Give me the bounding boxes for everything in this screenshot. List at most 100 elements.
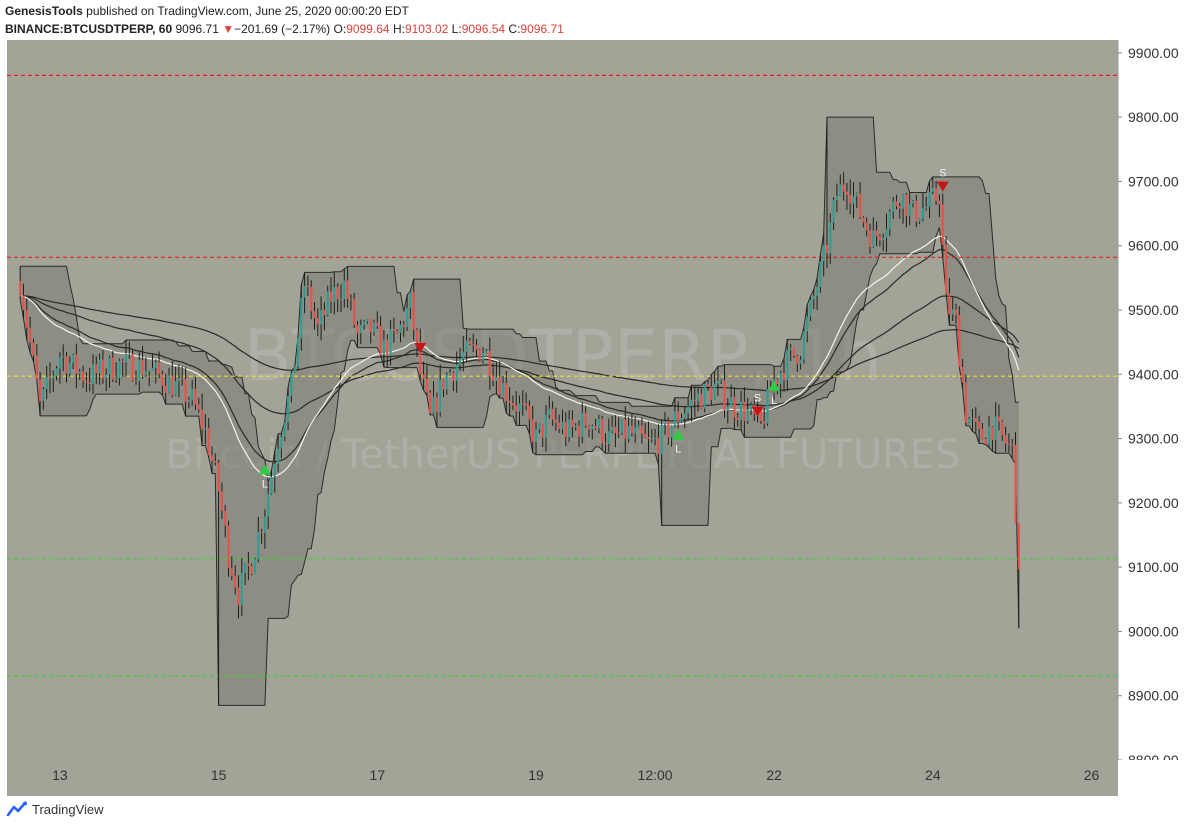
high-value: 9103.02 <box>404 22 449 36</box>
candle-body <box>918 219 921 222</box>
candle-body <box>95 364 98 374</box>
chart-header: GenesisTools published on TradingView.co… <box>0 0 1200 40</box>
tradingview-logo[interactable]: TradingView <box>6 801 104 817</box>
moving-averages <box>20 235 1020 478</box>
candle-body <box>1014 444 1017 524</box>
price-tick-label: 9400.00 <box>1128 366 1179 382</box>
price-tick-label: 8900.00 <box>1128 688 1179 704</box>
candle-body <box>955 309 958 316</box>
candle-body <box>168 375 171 393</box>
candle-body <box>187 400 190 402</box>
price-change: −201.69 (−2.17%) <box>234 22 331 36</box>
candle-body <box>806 316 809 332</box>
candle-body <box>544 415 547 438</box>
time-tick-label: 12:00 <box>638 767 673 783</box>
short-signal-icon <box>751 406 764 417</box>
candle-body <box>508 400 511 403</box>
price-chart[interactable]: BTCUSDTPERP, 1h Bitcoin / TetherUS PERPE… <box>0 0 1200 796</box>
candle-body <box>462 351 465 359</box>
candle-body <box>19 281 22 296</box>
candle-body <box>1011 444 1014 446</box>
candle-body <box>459 359 462 365</box>
candle-body <box>277 448 280 464</box>
candle-body <box>604 443 607 445</box>
candle-body <box>1007 443 1010 445</box>
candle-body <box>888 211 891 230</box>
candle-body <box>627 425 630 439</box>
candle-body <box>905 194 908 216</box>
footer: TradingView <box>0 796 1200 828</box>
candle-body <box>445 374 448 390</box>
candle-body <box>359 324 362 334</box>
candle-body <box>111 357 114 380</box>
candle-body <box>62 356 65 358</box>
candle-body <box>915 200 918 222</box>
long-signal-icon <box>672 429 685 440</box>
candle-body <box>144 371 147 375</box>
candle-body <box>749 404 752 410</box>
candle-body <box>568 419 571 438</box>
candle-body <box>852 196 855 204</box>
candle-body <box>859 193 862 218</box>
candle-body <box>680 418 683 422</box>
candle-body <box>58 357 61 369</box>
ma-100-line <box>20 294 1020 415</box>
symbol-interval: BINANCE:BTCUSDTPERP, 60 <box>5 22 173 36</box>
candle-body <box>158 362 161 374</box>
candle-body <box>82 371 85 381</box>
candle-body <box>244 563 247 573</box>
candle-body <box>330 291 333 302</box>
candle-body <box>35 355 38 380</box>
tradingview-brand: TradingView <box>32 801 104 817</box>
published-text: published on TradingView.com, June 25, 2… <box>86 4 409 18</box>
candle-body <box>250 565 253 575</box>
candle-body <box>211 455 214 462</box>
candle-body <box>502 383 505 395</box>
candle-body <box>869 230 872 247</box>
candle-body <box>148 370 151 372</box>
ma-white-line <box>20 235 1020 478</box>
candle-body <box>713 383 716 400</box>
candle-body <box>333 287 336 302</box>
candle-body <box>892 201 895 212</box>
candle-body <box>306 286 309 288</box>
time-tick-label: 13 <box>52 767 68 783</box>
price-axis[interactable] <box>1118 40 1200 760</box>
price-tick-label: 9600.00 <box>1128 238 1179 254</box>
long-signal-icon <box>258 464 271 475</box>
candle-body <box>379 326 382 355</box>
candle-body <box>432 396 435 413</box>
candle-body <box>687 406 690 414</box>
candle-body <box>181 378 184 380</box>
candle-body <box>171 375 174 396</box>
candle-body <box>1001 421 1004 436</box>
candle-body <box>353 299 356 325</box>
time-axis[interactable] <box>0 760 1200 796</box>
candle-body <box>349 298 352 300</box>
candle-body <box>204 428 207 430</box>
candle-body <box>528 405 531 420</box>
candle-body <box>796 356 799 364</box>
candle-body <box>574 425 577 428</box>
candle-body <box>29 327 32 343</box>
candle-body <box>108 357 111 375</box>
candle-body <box>776 379 779 385</box>
candle-body <box>32 342 35 356</box>
candle-body <box>287 395 290 423</box>
candle-body <box>339 299 342 300</box>
symbol-info: BINANCE:BTCUSDTPERP, 60 9096.71 ▼−201.69… <box>5 22 564 36</box>
candle-body <box>994 416 997 440</box>
candle-body <box>505 383 508 401</box>
candle-body <box>449 372 452 375</box>
candle-body <box>472 344 475 346</box>
candle-body <box>584 412 587 426</box>
candle-body <box>875 230 878 237</box>
candle-body <box>898 206 901 209</box>
signal-label: S <box>754 393 761 405</box>
candle-body <box>743 401 746 422</box>
candle-body <box>452 372 455 381</box>
candle-body <box>22 295 25 311</box>
candle-body <box>369 318 372 333</box>
candle-body <box>971 417 974 419</box>
publisher-name[interactable]: GenesisTools <box>5 4 83 18</box>
